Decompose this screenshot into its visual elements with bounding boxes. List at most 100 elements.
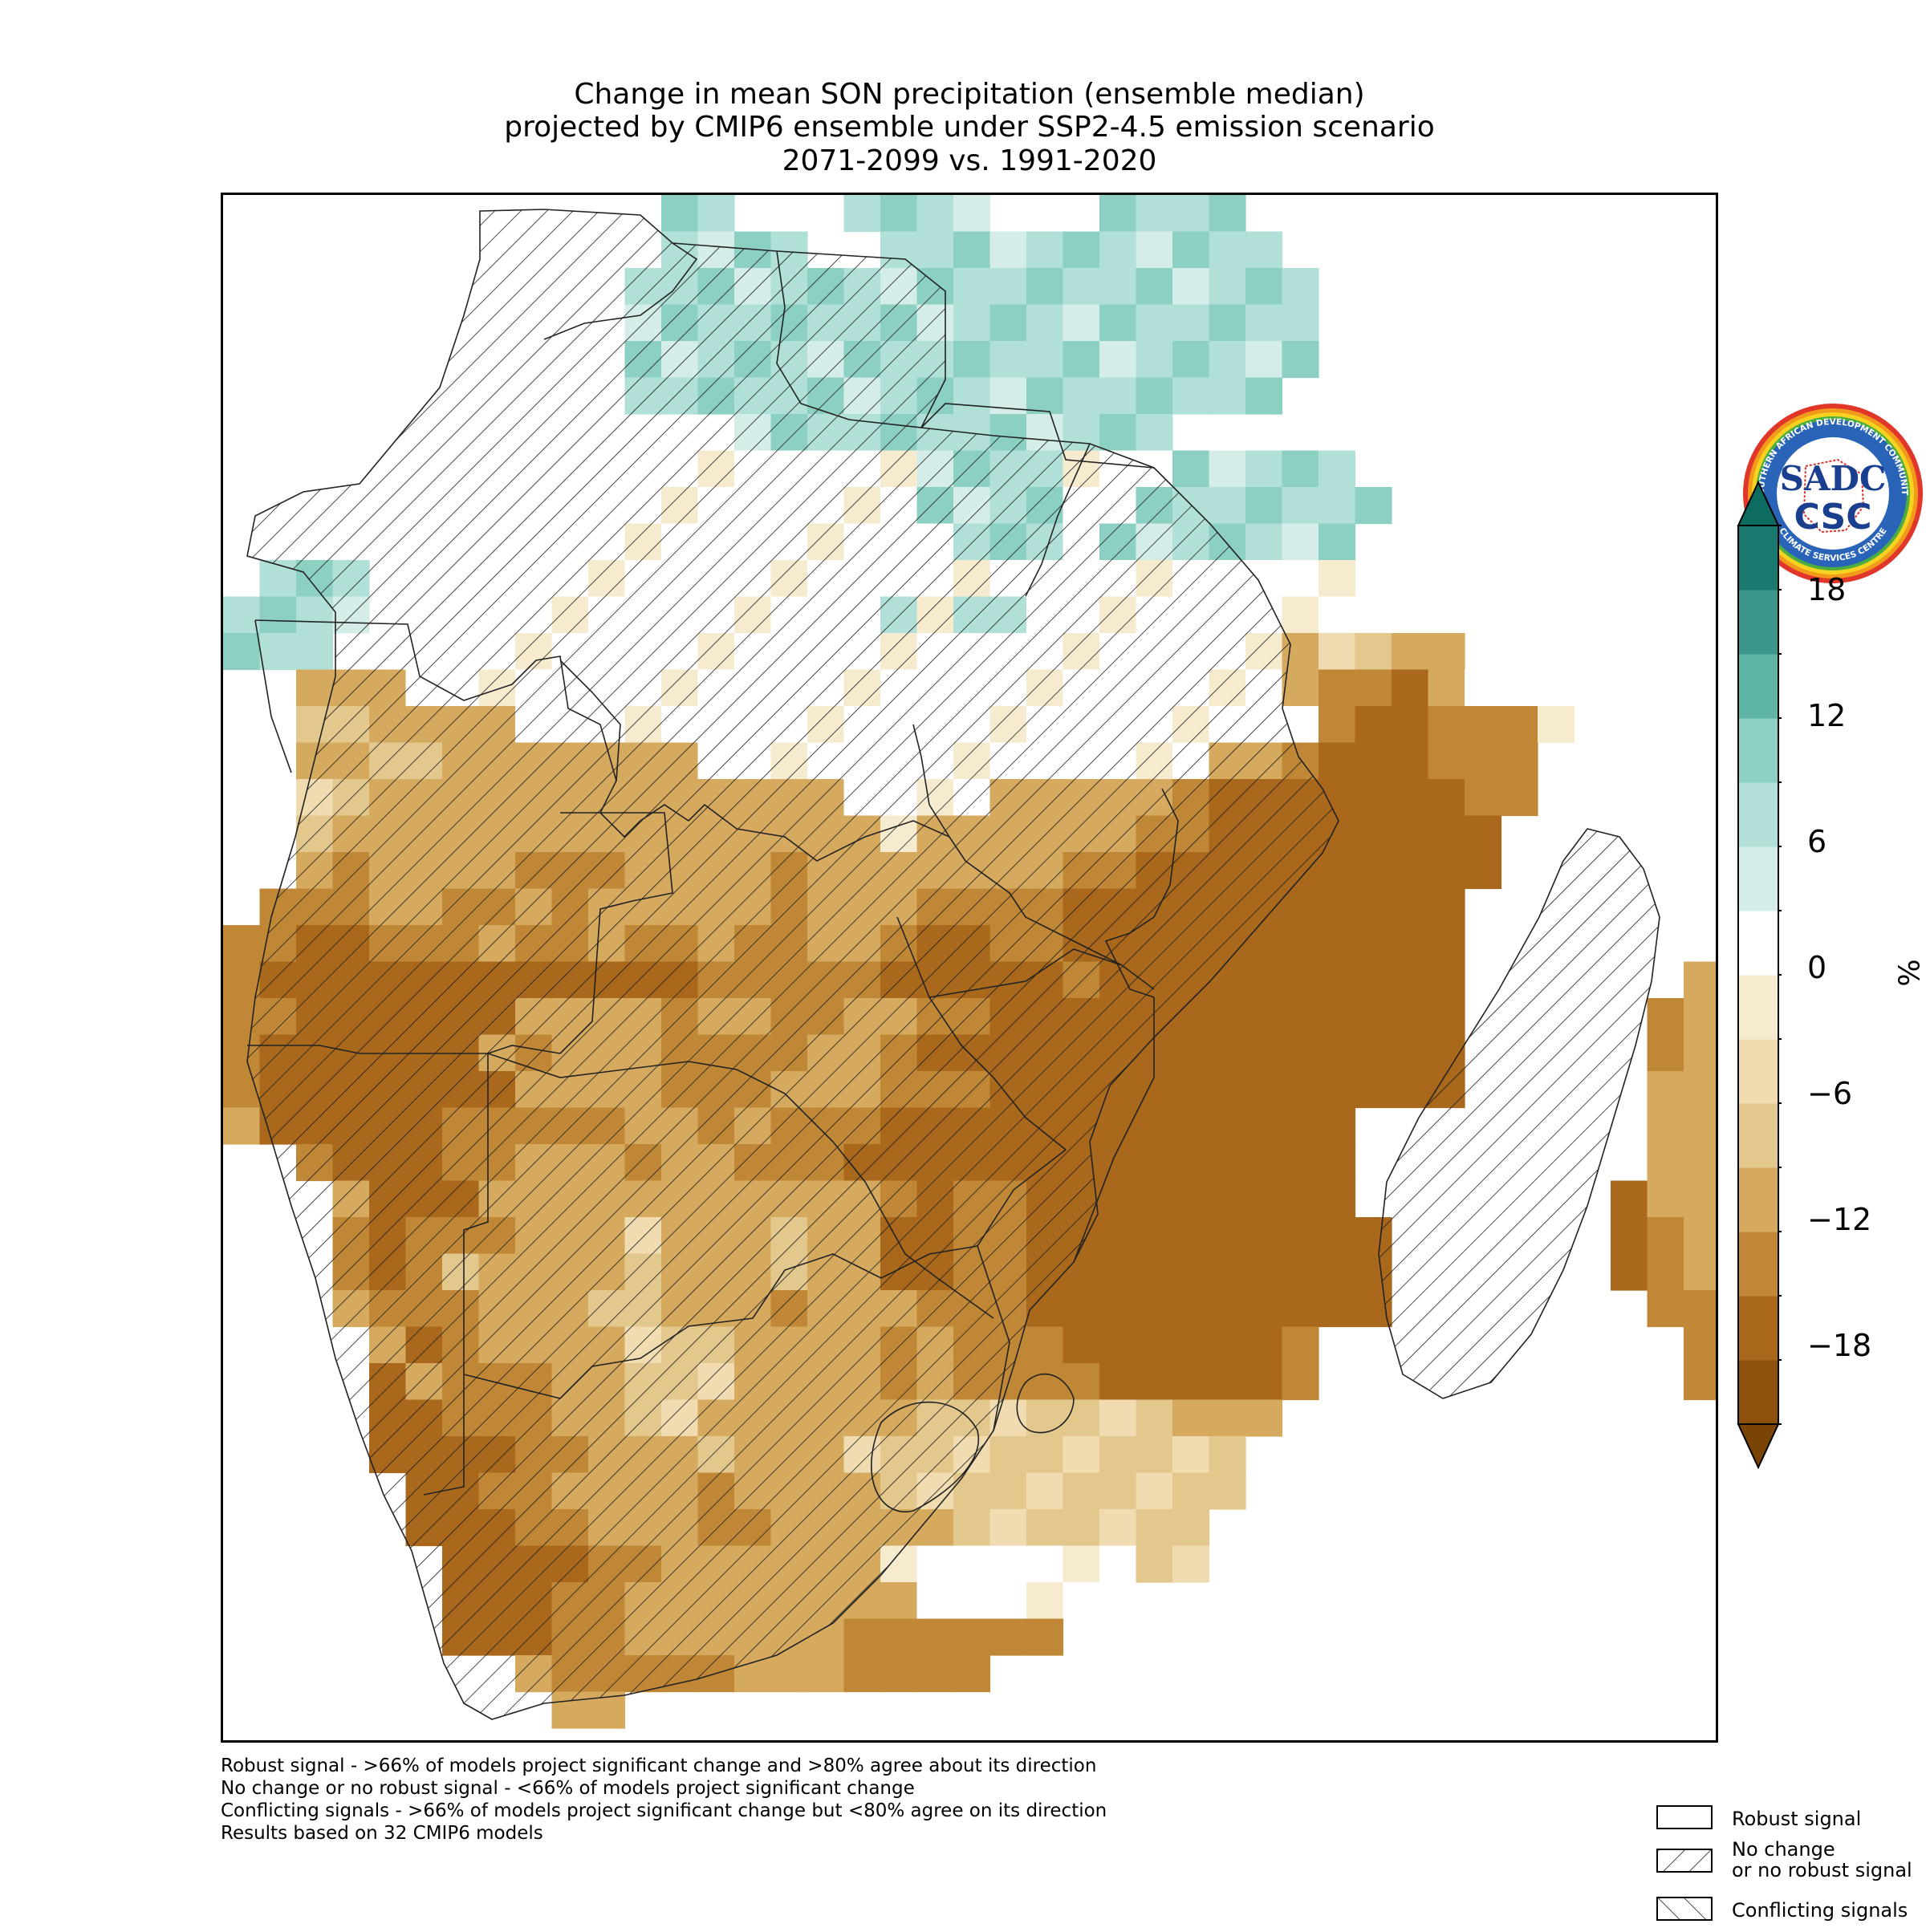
colorbar-bin <box>1738 590 1778 655</box>
grid-cell <box>1684 1035 1716 1072</box>
grid-cell <box>1136 1363 1173 1400</box>
grid-cell <box>1136 268 1173 305</box>
grid-cell <box>1209 1436 1246 1473</box>
grid-cell <box>1428 962 1465 999</box>
grid-cell <box>917 1619 954 1656</box>
grid-cell <box>1392 852 1428 889</box>
grid-cell <box>1648 1290 1684 1327</box>
grid-cell <box>1172 1181 1209 1218</box>
grid-cell <box>1245 1290 1282 1327</box>
grid-cell <box>296 633 333 670</box>
grid-cell <box>1428 779 1465 816</box>
grid-cell <box>917 232 954 269</box>
grid-cell <box>1282 889 1319 926</box>
grid-cell <box>1099 305 1136 342</box>
grid-cell <box>1392 925 1428 962</box>
grid-cell <box>1245 451 1282 488</box>
grid-cell <box>1282 1035 1319 1072</box>
hatching-legend: Robust signal No change or no robust sig… <box>1652 1804 1926 1932</box>
grid-cell <box>1099 378 1136 415</box>
colorbar-tick-0: 0 <box>1807 950 1904 985</box>
grid-cell <box>1282 1254 1319 1291</box>
grid-cell <box>1099 1546 1136 1583</box>
grid-cell <box>1063 1546 1100 1583</box>
grid-cell <box>1136 1473 1173 1510</box>
grid-cell <box>1099 1509 1136 1546</box>
grid-cell <box>953 1655 990 1692</box>
grid-cell <box>1245 1181 1282 1218</box>
grid-cell <box>1209 998 1246 1035</box>
grid-cell <box>1319 597 1355 634</box>
grid-cell <box>1684 962 1716 999</box>
grid-cell <box>953 1582 990 1619</box>
grid-cell <box>1245 1254 1282 1291</box>
grid-cell <box>1136 1400 1173 1437</box>
chart-title-line-2: projected by CMIP6 ensemble under SSP2-4… <box>221 112 1718 144</box>
colorbar-tick-12: 12 <box>1807 698 1904 733</box>
grid-cell <box>1026 1582 1063 1619</box>
grid-cell <box>1282 341 1319 378</box>
grid-cell <box>1282 524 1319 561</box>
grid-cell <box>1501 743 1538 780</box>
grid-cell <box>1319 1217 1355 1254</box>
grid-cell <box>1245 1144 1282 1181</box>
colorbar-bin <box>1738 1232 1778 1297</box>
map-panel: SOUTHERN AFRICAN DEVELOPMENT COMMUNITY C… <box>221 193 1718 1743</box>
grid-cell <box>807 1655 844 1692</box>
grid-cell <box>1319 852 1355 889</box>
grid-cell <box>223 597 260 634</box>
grid-cell <box>1209 378 1246 415</box>
grid-cell <box>1245 305 1282 342</box>
grid-cell <box>1319 962 1355 999</box>
grid-cell <box>1428 852 1465 889</box>
grid-cell <box>1136 232 1173 269</box>
grid-cell <box>1282 1327 1319 1364</box>
grid-cell <box>990 1436 1027 1473</box>
grid-cell <box>1355 1035 1392 1072</box>
grid-cell <box>1209 305 1246 342</box>
legend-swatch-conflicting <box>1656 1897 1713 1921</box>
grid-cell <box>1172 268 1209 305</box>
grid-cell <box>1355 962 1392 999</box>
colorbar-bin <box>1738 1296 1778 1361</box>
grid-cell <box>1099 232 1136 269</box>
grid-cell <box>1282 1290 1319 1327</box>
grid-cell <box>1172 1400 1209 1437</box>
legend-item-no-change: No change or no robust signal <box>1652 1844 1926 1871</box>
grid-cell <box>1319 1144 1355 1181</box>
grid-cell <box>1355 670 1392 707</box>
grid-cell <box>1172 1290 1209 1327</box>
colorbar-bin <box>1738 846 1778 911</box>
footnote-robust: Robust signal - >66% of models project s… <box>221 1755 1096 1777</box>
colorbar-bin <box>1738 1360 1778 1425</box>
grid-cell <box>917 195 954 232</box>
grid-cell <box>1209 232 1246 269</box>
grid-cell <box>1465 852 1501 889</box>
grid-cell <box>1355 487 1392 524</box>
grid-cell <box>1063 1436 1100 1473</box>
grid-cell <box>1648 1144 1684 1181</box>
grid-cell <box>1648 1254 1684 1291</box>
grid-cell <box>990 1509 1027 1546</box>
grid-cell <box>1136 1144 1173 1181</box>
grid-cell <box>1611 1254 1648 1291</box>
legend-label-no-change-2: or no robust signal <box>1732 1860 1912 1881</box>
colorbar-tick-6: 6 <box>1807 824 1904 859</box>
grid-cell <box>1428 743 1465 780</box>
grid-cell <box>1136 1436 1173 1473</box>
grid-cell <box>1209 1144 1246 1181</box>
grid-cell <box>990 1546 1027 1583</box>
grid-cell <box>1611 1217 1648 1254</box>
grid-cell <box>1282 962 1319 999</box>
grid-cell <box>1282 597 1319 634</box>
grid-cell <box>1209 487 1246 524</box>
grid-cell <box>1319 1108 1355 1145</box>
grid-cell <box>1209 195 1246 232</box>
grid-cell <box>1282 560 1319 597</box>
grid-cell <box>1392 779 1428 816</box>
grid-cell <box>1209 1327 1246 1364</box>
grid-cell <box>1099 1436 1136 1473</box>
grid-cell <box>1245 268 1282 305</box>
grid-cell <box>1355 998 1392 1035</box>
grid-cell <box>1684 1071 1716 1108</box>
